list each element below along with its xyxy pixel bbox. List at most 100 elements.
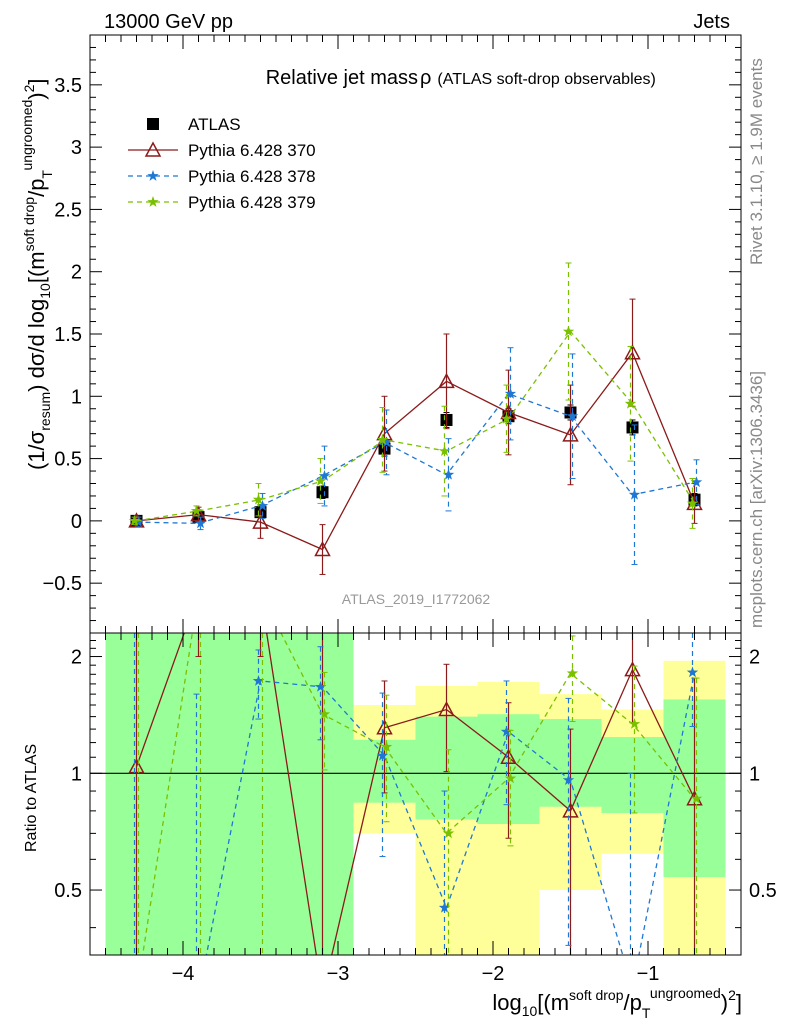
- data-point: [500, 725, 513, 737]
- data-point: [318, 470, 331, 481]
- legend-marker: [147, 196, 159, 207]
- main-title-rho: ρ: [420, 67, 431, 89]
- data-point: [562, 325, 575, 337]
- y-tick-label: 0.5: [54, 449, 82, 471]
- data-point: [566, 410, 579, 422]
- y-tick-label: 2: [71, 262, 82, 284]
- ratio-y-tick-label: 1: [71, 763, 82, 785]
- main-ylabel: (1/σresum) dσ/d log10[(msoft drop/pTungr…: [19, 78, 55, 470]
- data-point: [252, 513, 269, 529]
- data-point: [566, 667, 579, 679]
- y-tick-label: 1.5: [54, 324, 82, 346]
- series-1: [131, 632, 699, 956]
- legend-label: Pythia 6.428 370: [188, 141, 316, 160]
- data-point: [194, 517, 207, 529]
- data-point: [314, 540, 331, 557]
- data-point: [438, 700, 455, 717]
- main-title: Relative jet mass: [266, 67, 418, 89]
- data-point: [504, 772, 517, 784]
- series-3: [128, 262, 699, 529]
- analysis-label: ATLAS_2019_I1772062: [342, 591, 491, 607]
- main-subtitle-text: (ATLAS soft-drop observables): [437, 71, 655, 88]
- data-point: [256, 499, 269, 511]
- data-point: [380, 436, 393, 448]
- series-line: [142, 633, 696, 955]
- main-panel: −0.5 0 0.5 1 1.5 2 2.5 3 3.5 Relative jet mass ρ…: [19, 34, 742, 634]
- data-point: [438, 901, 451, 913]
- ratio-y-tick-label-right: 0.5: [749, 880, 777, 902]
- ratio-panel: 0.5 0.5 1 1 2 2 −4 −3 −2 −1 Ratio to ATLAS log10[…: [23, 632, 777, 1021]
- data-point: [628, 488, 641, 500]
- data-point: [686, 497, 699, 509]
- x-tick-label: −3: [327, 963, 350, 985]
- data-point: [690, 792, 703, 804]
- data-point: [562, 774, 575, 785]
- process-label: Jets: [693, 11, 730, 33]
- data-point: [504, 387, 517, 399]
- legend-label: ATLAS: [188, 115, 241, 134]
- data-point: [376, 433, 389, 445]
- data-point: [376, 719, 393, 735]
- data-point: [624, 344, 641, 360]
- series-0: [130, 404, 701, 527]
- series-2: [132, 347, 703, 565]
- data-point: [252, 493, 265, 505]
- ratio-y-tick-label-right: 1: [749, 763, 760, 785]
- series-line: [136, 351, 696, 551]
- x-tick-label: −4: [172, 963, 195, 985]
- y-tick-label: 3: [71, 137, 82, 159]
- uncertainty-band-green: [601, 737, 664, 813]
- data-point: [438, 445, 451, 456]
- data-point: [190, 504, 203, 516]
- x-tick-label: −2: [482, 963, 505, 985]
- ratio-y-tick-label: 0.5: [54, 880, 82, 902]
- x-tick-label: −1: [637, 963, 660, 985]
- main-subtitle: (ATLAS soft-drop observables): [437, 71, 655, 88]
- data-point: [442, 468, 455, 480]
- ratio-y-tick-label: 2: [71, 647, 82, 669]
- series-line: [205, 672, 696, 955]
- uncertainty-band-green: [105, 633, 354, 955]
- data-point: [128, 758, 145, 774]
- data-point: [624, 397, 637, 409]
- y-tick-label: 1: [71, 386, 82, 408]
- data-point: [500, 412, 513, 424]
- data-point: [316, 486, 329, 499]
- data-point: [626, 421, 639, 434]
- data-point: [438, 372, 455, 389]
- data-point: [318, 708, 331, 720]
- data-point: [314, 680, 327, 692]
- data-point: [562, 802, 579, 818]
- series-line: [135, 633, 696, 955]
- data-point: [690, 476, 703, 488]
- rivet-version-label: Rivet 3.1.10, ≥ 1.9M events: [747, 58, 766, 265]
- data-point: [562, 426, 579, 442]
- legend-marker: [147, 170, 159, 181]
- y-tick-label: 0: [71, 511, 82, 533]
- ratio-xlabel: log10[(msoft drop/pTungroomed)2]: [492, 985, 742, 1021]
- data-point: [624, 661, 641, 677]
- legend-label: Pythia 6.428 378: [188, 167, 316, 186]
- data-point: [128, 514, 141, 526]
- data-point: [376, 749, 389, 761]
- data-point: [686, 666, 699, 678]
- y-tick-label: 2.5: [54, 199, 82, 221]
- energy-label: 13000 GeV pp: [104, 11, 233, 33]
- data-point: [628, 718, 641, 729]
- ratio-ylabel: Ratio to ATLAS: [23, 744, 40, 852]
- y-tick-label: −0.5: [43, 573, 82, 595]
- legend-marker: [144, 141, 162, 157]
- legend-marker: [147, 118, 159, 130]
- series-line: [136, 330, 696, 522]
- data-point: [252, 675, 265, 686]
- legend-label: Pythia 6.428 379: [188, 193, 316, 212]
- legend: ATLAS Pythia 6.428 370 Pythia 6.428 378 Pyt…: [128, 115, 316, 212]
- y-tick-label: 3.5: [54, 75, 82, 97]
- series-line: [136, 393, 695, 525]
- data-point: [380, 740, 393, 752]
- data-point: [132, 516, 145, 527]
- ratio-y-tick-label-right: 2: [749, 647, 760, 669]
- data-point: [500, 748, 517, 764]
- data-point: [314, 475, 327, 486]
